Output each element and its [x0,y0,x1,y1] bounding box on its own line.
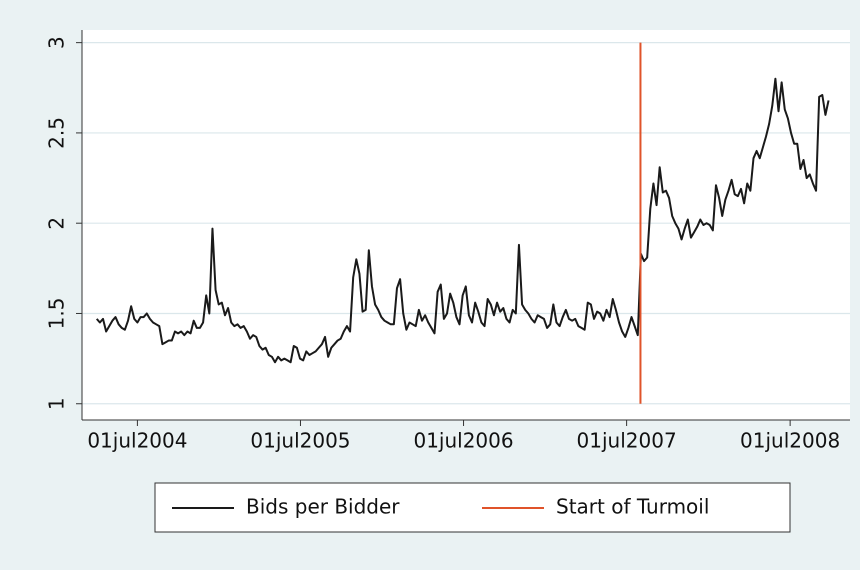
line [95,77,830,364]
legend-label: Start of Turmoil [556,495,709,519]
y-tick-label: 2 [45,217,69,230]
legend [154,482,791,533]
y-tick-label: 1 [45,397,69,410]
y-tick-label: 1.5 [45,298,69,330]
y-tick-label: 3 [45,36,69,49]
x-tick-label: 01jul2007 [577,429,677,453]
x-tick-label: 01jul2008 [740,429,840,453]
x-tick-label: 01jul2005 [250,429,350,453]
x-tick-label: 01jul2006 [413,429,513,453]
y-tick-label: 2.5 [45,117,69,149]
legend-label: Bids per Bidder [246,495,400,519]
plot-area [82,30,850,420]
x-tick-label: 01jul2004 [87,429,187,453]
